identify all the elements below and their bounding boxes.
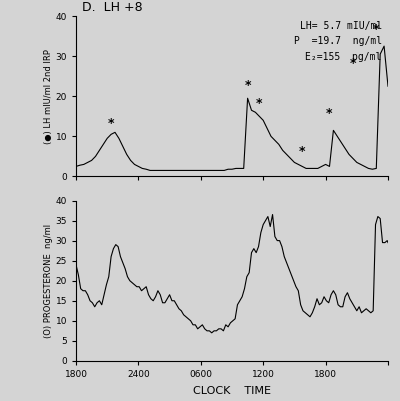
Y-axis label: (O) PROGESTERONE  ng/ml: (O) PROGESTERONE ng/ml bbox=[44, 224, 53, 338]
Text: *: * bbox=[326, 107, 333, 120]
Text: D.  LH +8: D. LH +8 bbox=[82, 2, 143, 14]
Text: LH= 5.7 mIU/ml
P  =19.7  ng/ml
E₂=155  pg/ml: LH= 5.7 mIU/ml P =19.7 ng/ml E₂=155 pg/m… bbox=[294, 21, 382, 62]
Text: *: * bbox=[256, 97, 262, 110]
Text: *: * bbox=[373, 23, 380, 36]
Text: *: * bbox=[350, 57, 356, 70]
Text: *: * bbox=[299, 146, 306, 158]
Text: *: * bbox=[108, 117, 114, 130]
X-axis label: CLOCK    TIME: CLOCK TIME bbox=[193, 386, 271, 396]
Text: *: * bbox=[244, 79, 251, 92]
Y-axis label: (●) LH mIU/ml 2nd IRP: (●) LH mIU/ml 2nd IRP bbox=[44, 49, 53, 144]
